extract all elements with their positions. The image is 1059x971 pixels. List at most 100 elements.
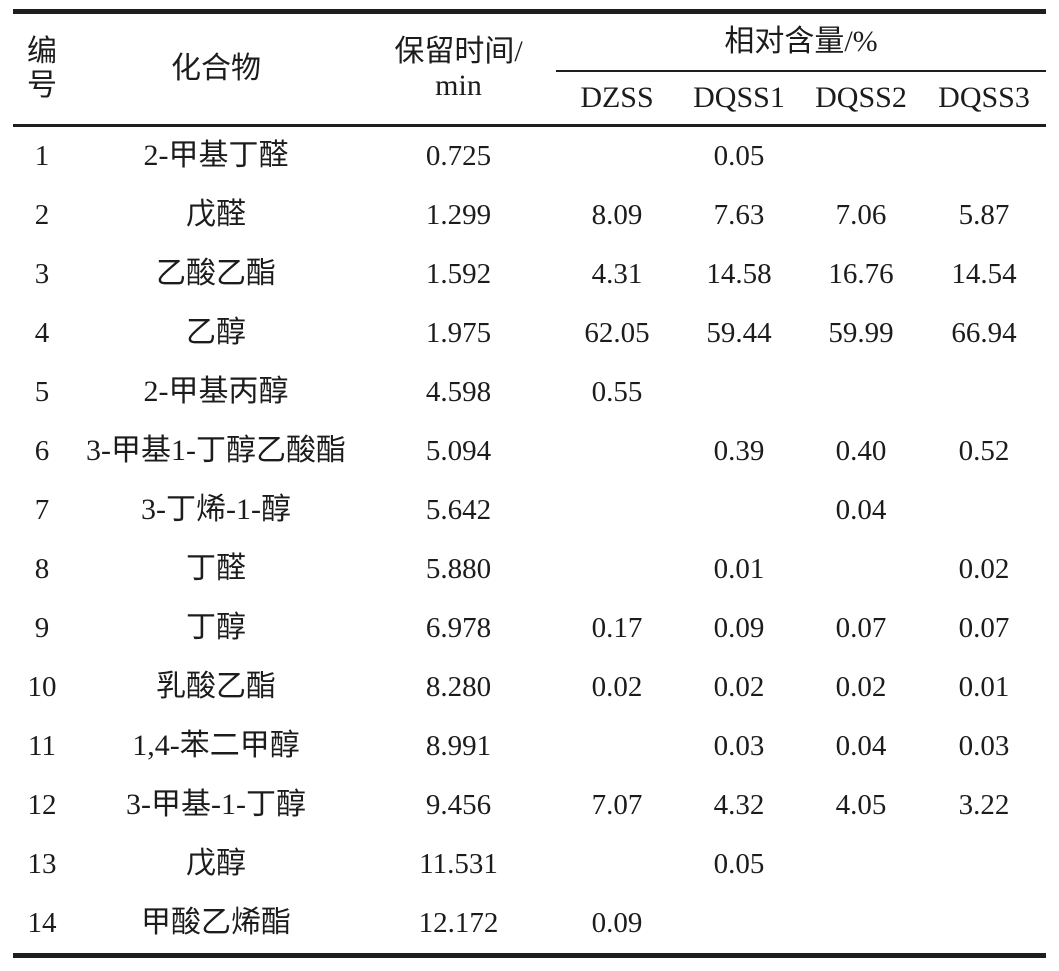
dzss-value-cell bbox=[556, 422, 678, 481]
header-relative-content-label: 相对含量/% bbox=[724, 24, 878, 58]
dzss-value-cell bbox=[556, 126, 678, 187]
header-compound-column: 化合物 bbox=[71, 11, 361, 127]
dzss-value-cell: 4.31 bbox=[591, 257, 643, 290]
dqss1-value-cell: 4.32 bbox=[713, 788, 765, 821]
dqss1-value-cell: 14.58 bbox=[706, 257, 772, 290]
dqss1-value-cell: 7.63 bbox=[713, 198, 765, 231]
dqss3-value-cell: 14.54 bbox=[951, 257, 1017, 290]
dqss3-value-cell bbox=[922, 363, 1046, 422]
row-number-cell: 1 bbox=[34, 139, 50, 172]
table-row: 9 丁醇 6.978 0.17 0.09 0.07 0.07 bbox=[13, 599, 1046, 658]
dzss-value-cell bbox=[556, 835, 678, 894]
row-number-cell: 8 bbox=[34, 552, 50, 585]
compound-cell: 丁醛 bbox=[186, 552, 246, 586]
header-retention-column: 保留时间/ min bbox=[361, 11, 556, 127]
dqss3-value-cell: 3.22 bbox=[958, 788, 1010, 821]
row-number-cell: 7 bbox=[34, 493, 50, 526]
header-number-line1: 编 bbox=[27, 34, 57, 68]
row-number-cell: 6 bbox=[34, 434, 50, 467]
dzss-value-cell: 0.17 bbox=[591, 611, 643, 644]
table-row: 2 戊醛 1.299 8.09 7.63 7.06 5.87 bbox=[13, 186, 1046, 245]
compound-cell: 3-丁烯-1-醇 bbox=[141, 493, 291, 527]
table-body: 1 2-甲基丁醛 0.725 0.05 2 戊醛 1.299 8.09 7.63 7.06 5.87… bbox=[13, 126, 1046, 956]
compound-cell: 戊醛 bbox=[186, 198, 246, 232]
compound-cell: 戊醇 bbox=[186, 847, 246, 881]
dzss-value-cell bbox=[556, 481, 678, 540]
retention-time-cell: 0.725 bbox=[425, 139, 492, 172]
compound-cell: 甲酸乙烯酯 bbox=[141, 906, 291, 940]
header-retention-line1: 保留时间/ bbox=[394, 34, 523, 68]
dzss-value-cell: 62.05 bbox=[584, 316, 650, 349]
table-row: 1 2-甲基丁醛 0.725 0.05 bbox=[13, 126, 1046, 187]
dqss2-value-cell: 0.04 bbox=[835, 493, 887, 526]
compound-cell: 2-甲基丙醇 bbox=[143, 375, 289, 409]
dqss2-value-cell: 0.40 bbox=[835, 434, 887, 467]
dqss3-value-cell: 0.01 bbox=[958, 670, 1010, 703]
dqss2-value-cell: 0.02 bbox=[835, 670, 887, 703]
dqss2-value-cell: 59.99 bbox=[828, 316, 894, 349]
dqss2-value-cell: 16.76 bbox=[828, 257, 894, 290]
dqss2-value-cell bbox=[800, 363, 922, 422]
table-row: 3 乙酸乙酯 1.592 4.31 14.58 16.76 14.54 bbox=[13, 245, 1046, 304]
header-sample-dqss2: DQSS2 bbox=[800, 71, 922, 127]
retention-time-cell: 5.642 bbox=[425, 493, 492, 526]
table-row: 5 2-甲基丙醇 4.598 0.55 bbox=[13, 363, 1046, 422]
dqss3-value-cell bbox=[922, 835, 1046, 894]
compound-cell: 乳酸乙酯 bbox=[156, 670, 276, 704]
dqss3-value-cell: 66.94 bbox=[951, 316, 1017, 349]
header-sample-dzss: DZSS bbox=[556, 71, 678, 127]
dqss1-value-cell: 0.09 bbox=[713, 611, 765, 644]
dqss1-value-cell: 0.05 bbox=[713, 139, 765, 172]
dqss2-value-cell bbox=[800, 126, 922, 187]
dqss1-value-cell: 59.44 bbox=[706, 316, 772, 349]
retention-time-cell: 4.598 bbox=[425, 375, 492, 408]
retention-time-cell: 12.172 bbox=[418, 906, 499, 939]
retention-time-cell: 11.531 bbox=[419, 847, 498, 880]
dzss-value-cell: 8.09 bbox=[591, 198, 643, 231]
row-number-cell: 12 bbox=[27, 788, 57, 821]
compound-cell: 乙酸乙酯 bbox=[156, 257, 276, 291]
dqss1-value-cell: 0.03 bbox=[713, 729, 765, 762]
row-number-cell: 11 bbox=[28, 729, 56, 762]
dzss-value-cell: 0.02 bbox=[591, 670, 643, 703]
dzss-value-cell: 7.07 bbox=[591, 788, 643, 821]
retention-time-cell: 9.456 bbox=[425, 788, 492, 821]
dqss3-value-cell: 0.52 bbox=[958, 434, 1010, 467]
header-sample-dqss1: DQSS1 bbox=[678, 71, 800, 127]
dzss-value-cell bbox=[556, 540, 678, 599]
header-sample-dqss3: DQSS3 bbox=[922, 71, 1047, 127]
header-retention-line2: min bbox=[435, 69, 482, 102]
dqss1-value-cell bbox=[678, 363, 800, 422]
row-number-cell: 4 bbox=[34, 316, 50, 349]
dzss-value-cell bbox=[556, 717, 678, 776]
compound-cell: 乙醇 bbox=[186, 316, 246, 350]
dqss1-value-cell: 0.02 bbox=[713, 670, 765, 703]
dqss2-value-cell bbox=[800, 894, 922, 956]
dqss1-value-cell bbox=[678, 481, 800, 540]
dqss3-value-cell bbox=[922, 126, 1046, 187]
table-row: 12 3-甲基-1-丁醇 9.456 7.07 4.32 4.05 3.22 bbox=[13, 776, 1046, 835]
dqss3-value-cell bbox=[922, 894, 1046, 956]
dqss2-value-cell: 4.05 bbox=[835, 788, 887, 821]
row-number-cell: 9 bbox=[34, 611, 50, 644]
dqss3-value-cell: 0.03 bbox=[958, 729, 1010, 762]
header-compound-label: 化合物 bbox=[171, 51, 261, 85]
retention-time-cell: 8.280 bbox=[425, 670, 492, 703]
dqss1-value-cell: 0.39 bbox=[713, 434, 765, 467]
dqss2-value-cell: 0.07 bbox=[835, 611, 887, 644]
compound-cell: 丁醇 bbox=[186, 611, 246, 645]
dqss3-value-cell bbox=[922, 481, 1046, 540]
compound-cell: 3-甲基1-丁醇乙酸酯 bbox=[86, 434, 346, 468]
dqss2-value-cell: 7.06 bbox=[835, 198, 887, 231]
dqss1-value-cell bbox=[678, 894, 800, 956]
dzss-value-cell: 0.55 bbox=[591, 375, 643, 408]
retention-time-cell: 1.975 bbox=[425, 316, 492, 349]
table-row: 14 甲酸乙烯酯 12.172 0.09 bbox=[13, 894, 1046, 956]
retention-time-cell: 5.880 bbox=[425, 552, 492, 585]
row-number-cell: 3 bbox=[34, 257, 50, 290]
header-number-line2: 号 bbox=[27, 69, 57, 102]
compound-cell: 3-甲基-1-丁醇 bbox=[126, 788, 306, 822]
dqss2-value-cell bbox=[800, 835, 922, 894]
compound-cell: 1,4-苯二甲醇 bbox=[132, 729, 300, 763]
row-number-cell: 5 bbox=[34, 375, 50, 408]
